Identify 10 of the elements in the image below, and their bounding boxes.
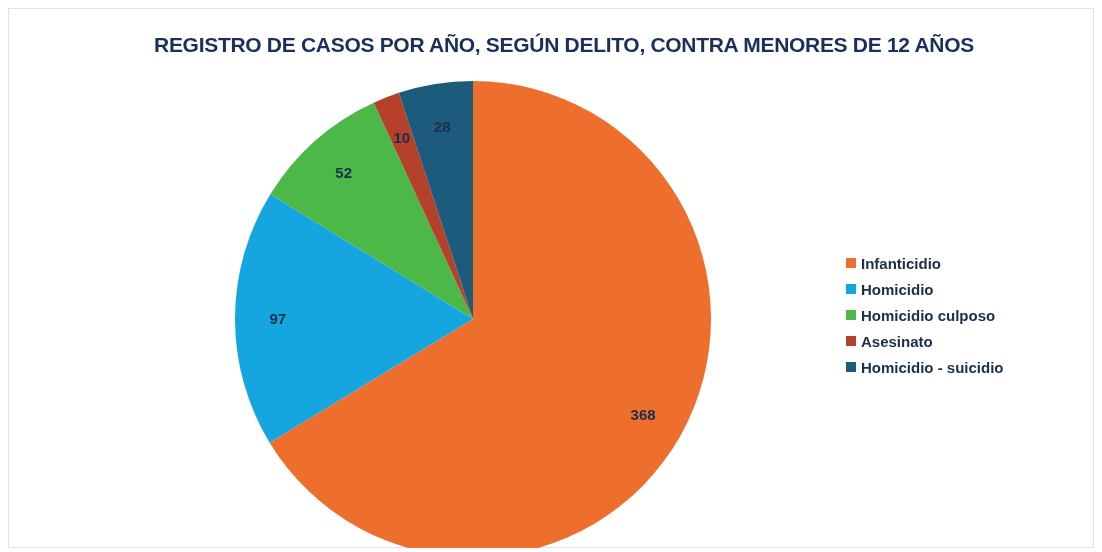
legend-label: Asesinato xyxy=(861,332,933,350)
legend-label: Infanticidio xyxy=(861,254,941,272)
legend-label: Homicidio xyxy=(861,280,934,298)
chart-title: REGISTRO DE CASOS POR AÑO, SEGÚN DELITO, CONTRA MENORES DE 12 AÑOS xyxy=(154,33,975,56)
data-label: 10 xyxy=(393,128,411,146)
data-label: 97 xyxy=(269,309,287,327)
legend-label: Homicidio - suicidio xyxy=(861,358,1004,376)
data-label: 368 xyxy=(630,406,656,424)
legend-label: Homicidio culposo xyxy=(861,306,996,324)
data-label: 52 xyxy=(335,164,352,182)
